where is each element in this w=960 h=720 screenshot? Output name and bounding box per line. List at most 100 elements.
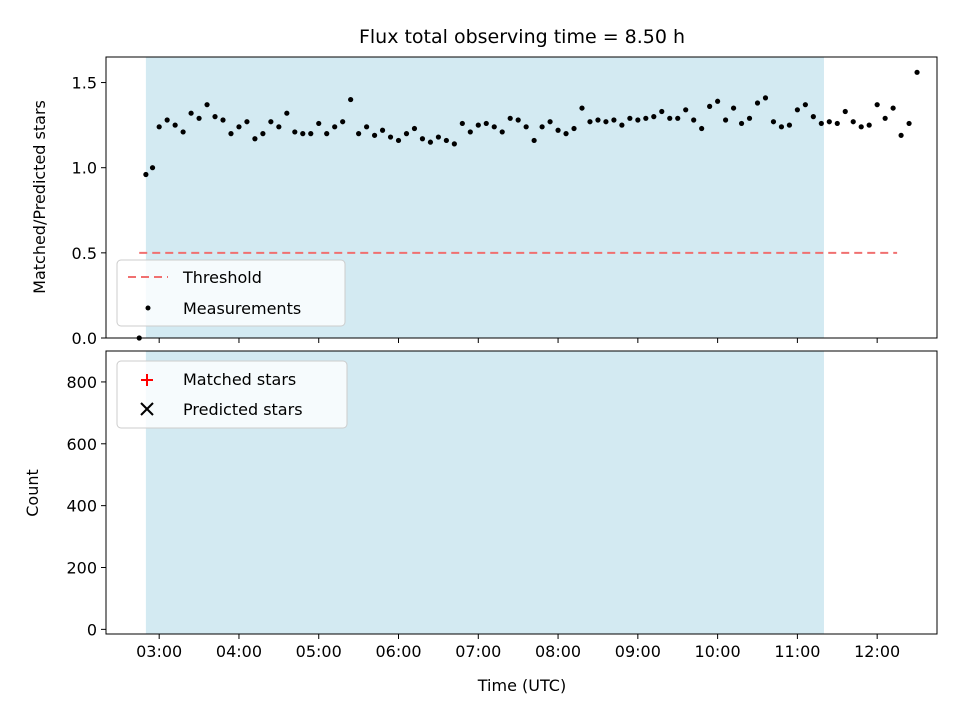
measurement-point — [882, 115, 888, 121]
bottom-y-axis-label: Count — [23, 469, 42, 517]
measurement-point — [435, 134, 441, 140]
measurement-point — [659, 108, 665, 115]
y-tick-label: 400 — [66, 497, 97, 516]
measurement-point — [699, 125, 705, 132]
measurement-point — [332, 124, 338, 130]
measurement-point — [507, 115, 513, 121]
measurement-point — [818, 120, 824, 127]
legend-threshold-label: Threshold — [182, 268, 262, 287]
measurement-point — [348, 96, 354, 103]
measurement-point — [842, 108, 848, 115]
measurement-point — [722, 117, 729, 123]
measurement-point — [746, 115, 753, 121]
measurement-point — [826, 119, 832, 125]
measurement-point — [571, 125, 577, 132]
measurement-point — [364, 124, 370, 130]
measurement-point — [906, 120, 912, 127]
x-tick-label: 04:00 — [216, 642, 262, 661]
measurement-point — [427, 139, 434, 145]
measurement-point — [196, 115, 202, 121]
measurement-point — [371, 132, 378, 138]
x-axis-label: Time (UTC) — [477, 676, 566, 695]
measurement-point — [635, 117, 641, 123]
legend-measurements-label: Measurements — [183, 299, 301, 318]
measurement-point — [834, 120, 840, 127]
measurement-point — [268, 119, 274, 125]
measurement-point — [324, 131, 330, 137]
top-panel: 0.0 0.5 1.0 1.5 Flux total observing time =… — [30, 26, 938, 348]
bottom-legend-box — [116, 360, 348, 429]
measurement-point — [515, 117, 521, 123]
top-legend-box — [116, 259, 346, 327]
measurement-point — [387, 134, 394, 140]
x-tick-label: 08:00 — [535, 642, 581, 661]
measurement-point — [451, 141, 457, 147]
legend-matched-label: Matched stars — [183, 370, 296, 389]
measurement-point — [491, 124, 497, 130]
x-tick-label: 07:00 — [455, 642, 501, 661]
measurement-point — [611, 117, 617, 123]
x-tick-label: 10:00 — [695, 642, 741, 661]
measurement-point — [316, 120, 322, 127]
measurement-point — [260, 131, 266, 137]
measurement-point — [443, 137, 449, 144]
measurement-point — [276, 124, 282, 130]
measurement-point — [149, 165, 156, 171]
y-tick-label: 600 — [66, 435, 97, 454]
measurement-point — [523, 124, 529, 130]
x-tick-label: 09:00 — [615, 642, 661, 661]
measurement-point — [794, 107, 800, 113]
bottom-panel: 03:00 04:00 05:00 06:00 07:00 08:00 09:00 10:00… — [23, 350, 938, 695]
measurement-point — [667, 115, 673, 121]
legend-predicted-label: Predicted stars — [183, 400, 303, 419]
measurement-point — [244, 119, 250, 125]
measurement-point — [715, 98, 721, 104]
y-tick-label: 800 — [66, 373, 97, 392]
measurement-point — [738, 120, 745, 127]
measurement-point — [475, 122, 481, 128]
x-tick-label: 05:00 — [296, 642, 342, 661]
measurement-point — [730, 105, 737, 111]
measurement-point — [236, 124, 242, 130]
x-tick-label: 11:00 — [774, 642, 820, 661]
measurement-point — [579, 105, 585, 111]
measurement-point — [651, 114, 657, 120]
measurement-point — [499, 129, 505, 135]
bottom-legend: Matched stars Predicted stars — [116, 360, 348, 429]
measurement-point — [603, 119, 609, 125]
top-y-axis-label: Matched/Predicted stars — [30, 100, 49, 294]
measurement-point — [395, 137, 402, 144]
measurement-point — [188, 110, 194, 116]
measurement-point — [212, 114, 218, 120]
measurement-point — [619, 122, 625, 128]
chart-title: Flux total observing time = 8.50 h — [359, 26, 685, 48]
measurement-point — [874, 102, 880, 108]
top-legend: Threshold Measurements — [116, 259, 346, 327]
measurement-point — [770, 119, 777, 125]
measurement-point — [627, 115, 633, 121]
measurement-point — [180, 129, 186, 135]
measurement-point — [379, 127, 386, 133]
measurement-point — [172, 122, 178, 128]
measurement-point — [156, 124, 162, 130]
x-tick-label: 12:00 — [854, 642, 900, 661]
y-tick-label: 1.5 — [72, 74, 97, 93]
measurement-point — [707, 103, 713, 109]
measurement-point — [898, 132, 904, 138]
measurement-point — [284, 110, 290, 116]
y-tick-label: 0.0 — [72, 329, 97, 348]
measurement-point — [483, 120, 489, 127]
measurement-point — [675, 115, 681, 121]
y-tick-label: 0 — [87, 620, 97, 639]
measurement-point — [547, 119, 553, 125]
measurement-point — [467, 129, 473, 135]
measurement-point — [595, 117, 601, 123]
measurement-point — [300, 131, 306, 137]
measurement-point — [587, 119, 593, 125]
measurement-point — [555, 127, 561, 133]
measurement-point — [786, 122, 793, 128]
measurement-point — [403, 131, 410, 137]
measurement-point — [164, 117, 170, 123]
x-tick-label: 03:00 — [136, 642, 182, 661]
